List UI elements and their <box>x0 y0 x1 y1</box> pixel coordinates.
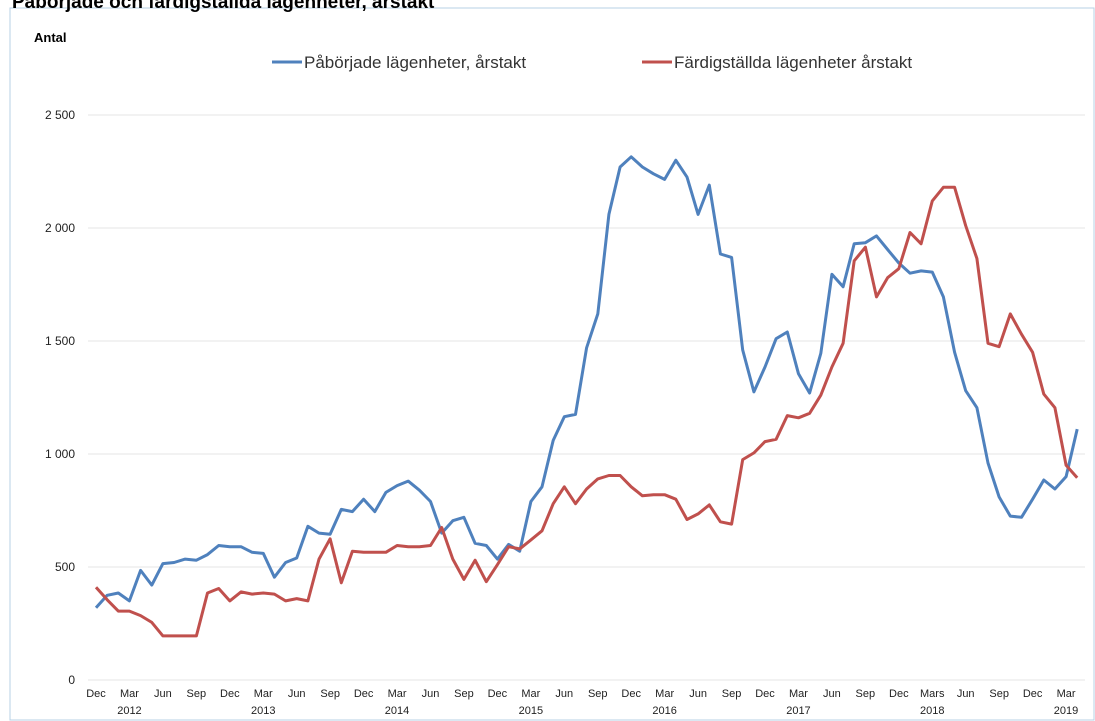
x-tick-label: Dec <box>755 688 775 700</box>
y-axis-label: Antal <box>34 30 67 45</box>
y-tick-label: 2 500 <box>45 108 75 122</box>
x-tick-label: Sep <box>187 688 207 700</box>
x-tick-label: Dec <box>889 688 909 700</box>
y-tick-label: 2 000 <box>45 221 75 235</box>
x-tick-label: Mar <box>789 688 808 700</box>
chart-frame <box>9 7 1095 721</box>
x-tick-label: Mar <box>1057 688 1076 700</box>
x-tick-label: Mar <box>388 688 407 700</box>
x-tick-label: Mar <box>655 688 674 700</box>
series-line <box>94 155 1079 609</box>
x-tick-label: Dec <box>621 688 641 700</box>
legend-label: Färdigställda lägenheter årstakt <box>674 53 912 72</box>
x-tick-label: Mar <box>120 688 139 700</box>
x-tick-label: Jun <box>957 688 975 700</box>
year-label: 2016 <box>652 705 676 717</box>
x-tick-label: Sep <box>454 688 474 700</box>
y-tick-label: 1 500 <box>45 334 75 348</box>
x-tick-label: Mar <box>521 688 540 700</box>
x-tick-label: Mars <box>920 688 945 700</box>
x-tick-label: Jun <box>689 688 707 700</box>
x-tick-label: Sep <box>722 688 742 700</box>
year-label: 2012 <box>117 705 141 717</box>
x-tick-label: Sep <box>320 688 340 700</box>
x-tick-label: Dec <box>488 688 508 700</box>
x-tick-label: Jun <box>823 688 841 700</box>
x-tick-label: Dec <box>86 688 106 700</box>
x-tick-label: Sep <box>588 688 608 700</box>
legend-label: Påbörjade lägenheter, årstakt <box>304 53 526 72</box>
x-tick-label: Dec <box>220 688 240 700</box>
year-label: 2015 <box>519 705 543 717</box>
x-tick-label: Sep <box>856 688 876 700</box>
year-label: 2018 <box>920 705 944 717</box>
x-tick-label: Jun <box>422 688 440 700</box>
series-line <box>94 185 1079 638</box>
x-tick-label: Dec <box>354 688 374 700</box>
year-label: 2013 <box>251 705 275 717</box>
year-label: 2014 <box>385 705 409 717</box>
chart-title: Påbörjade och färdigställda lägenheter, … <box>12 0 435 13</box>
x-tick-label: Sep <box>989 688 1009 700</box>
x-tick-label: Jun <box>154 688 172 700</box>
x-tick-label: Dec <box>1023 688 1043 700</box>
year-label: 2019 <box>1054 705 1078 717</box>
y-tick-label: 1 000 <box>45 447 75 461</box>
year-label: 2017 <box>786 705 810 717</box>
x-tick-label: Mar <box>254 688 273 700</box>
x-tick-label: Jun <box>288 688 306 700</box>
x-tick-label: Jun <box>555 688 573 700</box>
y-tick-label: 500 <box>55 560 75 574</box>
y-tick-label: 0 <box>68 673 75 687</box>
